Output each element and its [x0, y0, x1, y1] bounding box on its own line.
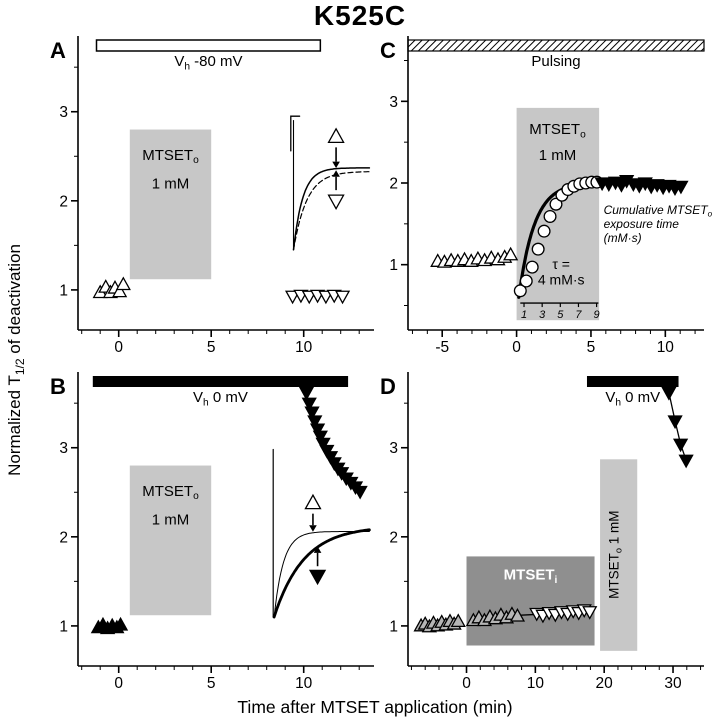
svg-text:3: 3	[389, 440, 398, 457]
svg-text:D: D	[380, 374, 396, 399]
svg-text:10: 10	[295, 675, 313, 692]
svg-text:2: 2	[389, 529, 398, 546]
svg-text:Vh 0 mV: Vh 0 mV	[605, 389, 660, 408]
svg-text:20: 20	[596, 675, 614, 692]
svg-text:2: 2	[59, 193, 68, 210]
svg-text:3: 3	[539, 309, 546, 321]
svg-text:MTSETo 1 mM: MTSETo 1 mM	[607, 510, 624, 598]
svg-text:0: 0	[512, 339, 521, 356]
svg-text:2: 2	[389, 176, 398, 193]
y-axis-label: Normalized T1/2 of deactivation	[5, 244, 27, 476]
svg-text:(mM·s): (mM·s)	[604, 231, 642, 245]
svg-text:2: 2	[59, 529, 68, 546]
svg-text:-5: -5	[435, 339, 449, 356]
svg-text:C: C	[380, 38, 396, 63]
svg-text:10: 10	[295, 339, 313, 356]
svg-text:3: 3	[59, 440, 68, 457]
svg-text:MTSETo: MTSETo	[529, 121, 586, 140]
svg-text:A: A	[50, 38, 66, 63]
svg-text:10: 10	[657, 339, 675, 356]
svg-text:Vh 0 mV: Vh 0 mV	[193, 389, 248, 408]
svg-text:5: 5	[207, 675, 216, 692]
svg-text:MTSETo: MTSETo	[142, 147, 199, 166]
svg-text:7: 7	[575, 309, 582, 321]
svg-text:1: 1	[59, 618, 68, 635]
svg-text:4 mM·s: 4 mM·s	[538, 271, 585, 287]
svg-text:1: 1	[521, 309, 527, 321]
svg-text:1 mM: 1 mM	[152, 175, 190, 192]
figure-title: K525C	[313, 0, 407, 31]
svg-text:5: 5	[587, 339, 596, 356]
svg-text:10: 10	[527, 675, 545, 692]
svg-text:Pulsing: Pulsing	[531, 53, 580, 70]
y-axis-label-pre: Normalized T	[4, 375, 24, 476]
panel-b-plot: Vh 0 mV MTSETo 1 mM 1 2 3 0 5 10 B	[50, 372, 374, 692]
svg-text:3: 3	[59, 104, 68, 121]
y-axis-label-post: of deactivation	[4, 244, 24, 359]
svg-text:3: 3	[389, 94, 398, 111]
svg-text:MTSETo: MTSETo	[142, 483, 199, 502]
svg-text:1: 1	[389, 618, 398, 635]
svg-text:0: 0	[114, 339, 123, 356]
svg-text:0: 0	[114, 675, 123, 692]
svg-text:9: 9	[594, 309, 600, 321]
svg-text:30: 30	[664, 675, 682, 692]
svg-text:MTSETi: MTSETi	[504, 567, 558, 586]
svg-text:5: 5	[207, 339, 216, 356]
svg-text:5: 5	[557, 309, 564, 321]
svg-text:Cumulative MTSETo: Cumulative MTSETo	[604, 203, 713, 219]
svg-text:exposure time: exposure time	[604, 217, 680, 231]
svg-text:τ =: τ =	[552, 256, 570, 272]
panel-a-plot: Vh -80 mV MTSETo 1 mM 1 2 3 0 5 10 A	[50, 36, 374, 356]
svg-text:Vh -80 mV: Vh -80 mV	[174, 53, 242, 72]
svg-text:1: 1	[389, 257, 398, 274]
svg-text:0: 0	[462, 675, 471, 692]
svg-text:1: 1	[59, 282, 68, 299]
svg-text:1 mM: 1 mM	[539, 147, 577, 164]
x-axis-label: Time after MTSET application (min)	[237, 697, 513, 717]
y-axis-label-subscript: 1/2	[13, 358, 28, 376]
svg-text:1 mM: 1 mM	[152, 511, 190, 528]
svg-text:B: B	[50, 374, 66, 399]
